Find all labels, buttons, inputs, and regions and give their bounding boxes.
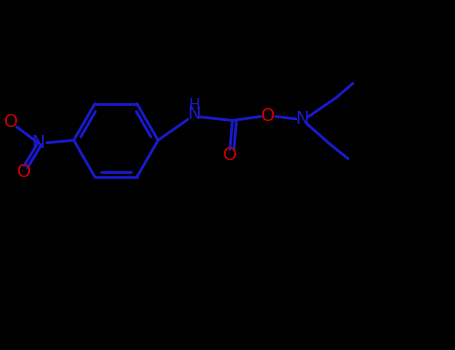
Text: O: O xyxy=(223,146,237,164)
Text: O: O xyxy=(17,162,31,181)
Text: N: N xyxy=(187,105,201,124)
Text: N: N xyxy=(295,110,308,128)
Text: N: N xyxy=(31,134,45,152)
Text: O: O xyxy=(261,107,275,125)
Text: H: H xyxy=(188,98,200,113)
Text: O: O xyxy=(4,113,18,131)
